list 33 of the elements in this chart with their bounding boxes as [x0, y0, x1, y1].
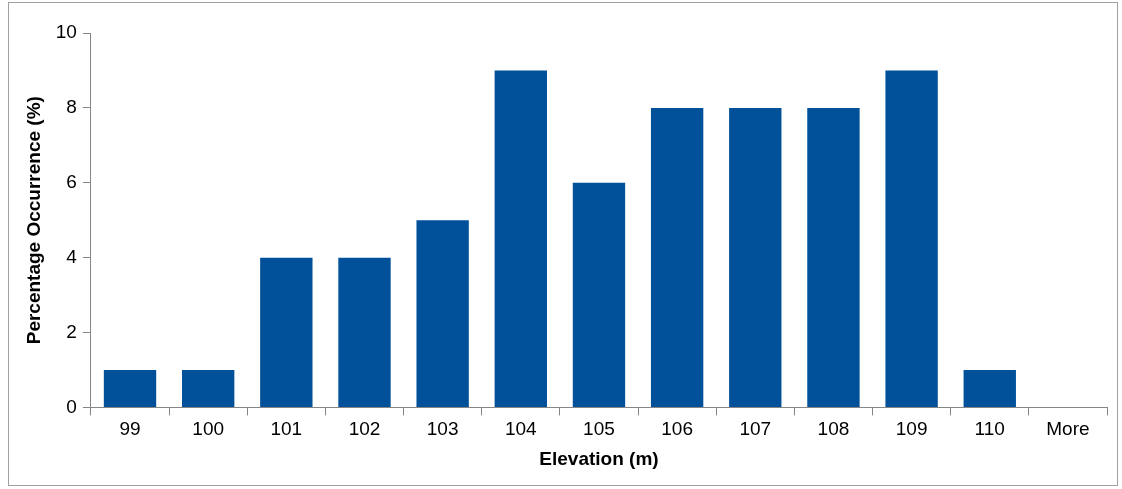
y-tick-label: 4 — [66, 245, 78, 267]
y-tick-label: 8 — [66, 96, 77, 118]
x-tick-label: 103 — [426, 418, 459, 440]
x-tick-label: 102 — [348, 418, 381, 440]
x-tick-label: 108 — [817, 418, 850, 440]
bar — [103, 369, 157, 407]
bar — [807, 107, 860, 407]
bar — [650, 107, 704, 407]
x-tick-label: 109 — [895, 418, 928, 440]
x-tick-label: 100 — [192, 418, 225, 440]
bar — [494, 70, 547, 407]
x-tick-label: 110 — [974, 418, 1005, 440]
x-tick-label: More — [1046, 418, 1090, 440]
x-tick-label: 105 — [583, 418, 615, 440]
x-tick-label: 107 — [739, 418, 772, 440]
x-tick-label: 99 — [119, 418, 141, 440]
y-tick-label: 0 — [66, 395, 77, 417]
x-tick-label: 104 — [504, 418, 538, 440]
bar — [885, 70, 938, 407]
bar — [416, 220, 469, 407]
bar — [260, 257, 313, 407]
y-axis-title: Percentage Occurrence (%) — [22, 96, 44, 345]
bar — [338, 257, 391, 407]
y-tick-label: 10 — [55, 21, 77, 43]
bar — [963, 369, 1016, 407]
x-tick-label: 106 — [661, 418, 693, 440]
y-tick-label: 6 — [66, 170, 77, 192]
bar — [729, 107, 782, 407]
x-tick-label: 101 — [270, 418, 303, 440]
bar — [572, 182, 626, 407]
x-axis-title: Elevation (m) — [539, 447, 659, 469]
bar — [181, 369, 235, 407]
y-tick-label: 2 — [66, 320, 77, 342]
